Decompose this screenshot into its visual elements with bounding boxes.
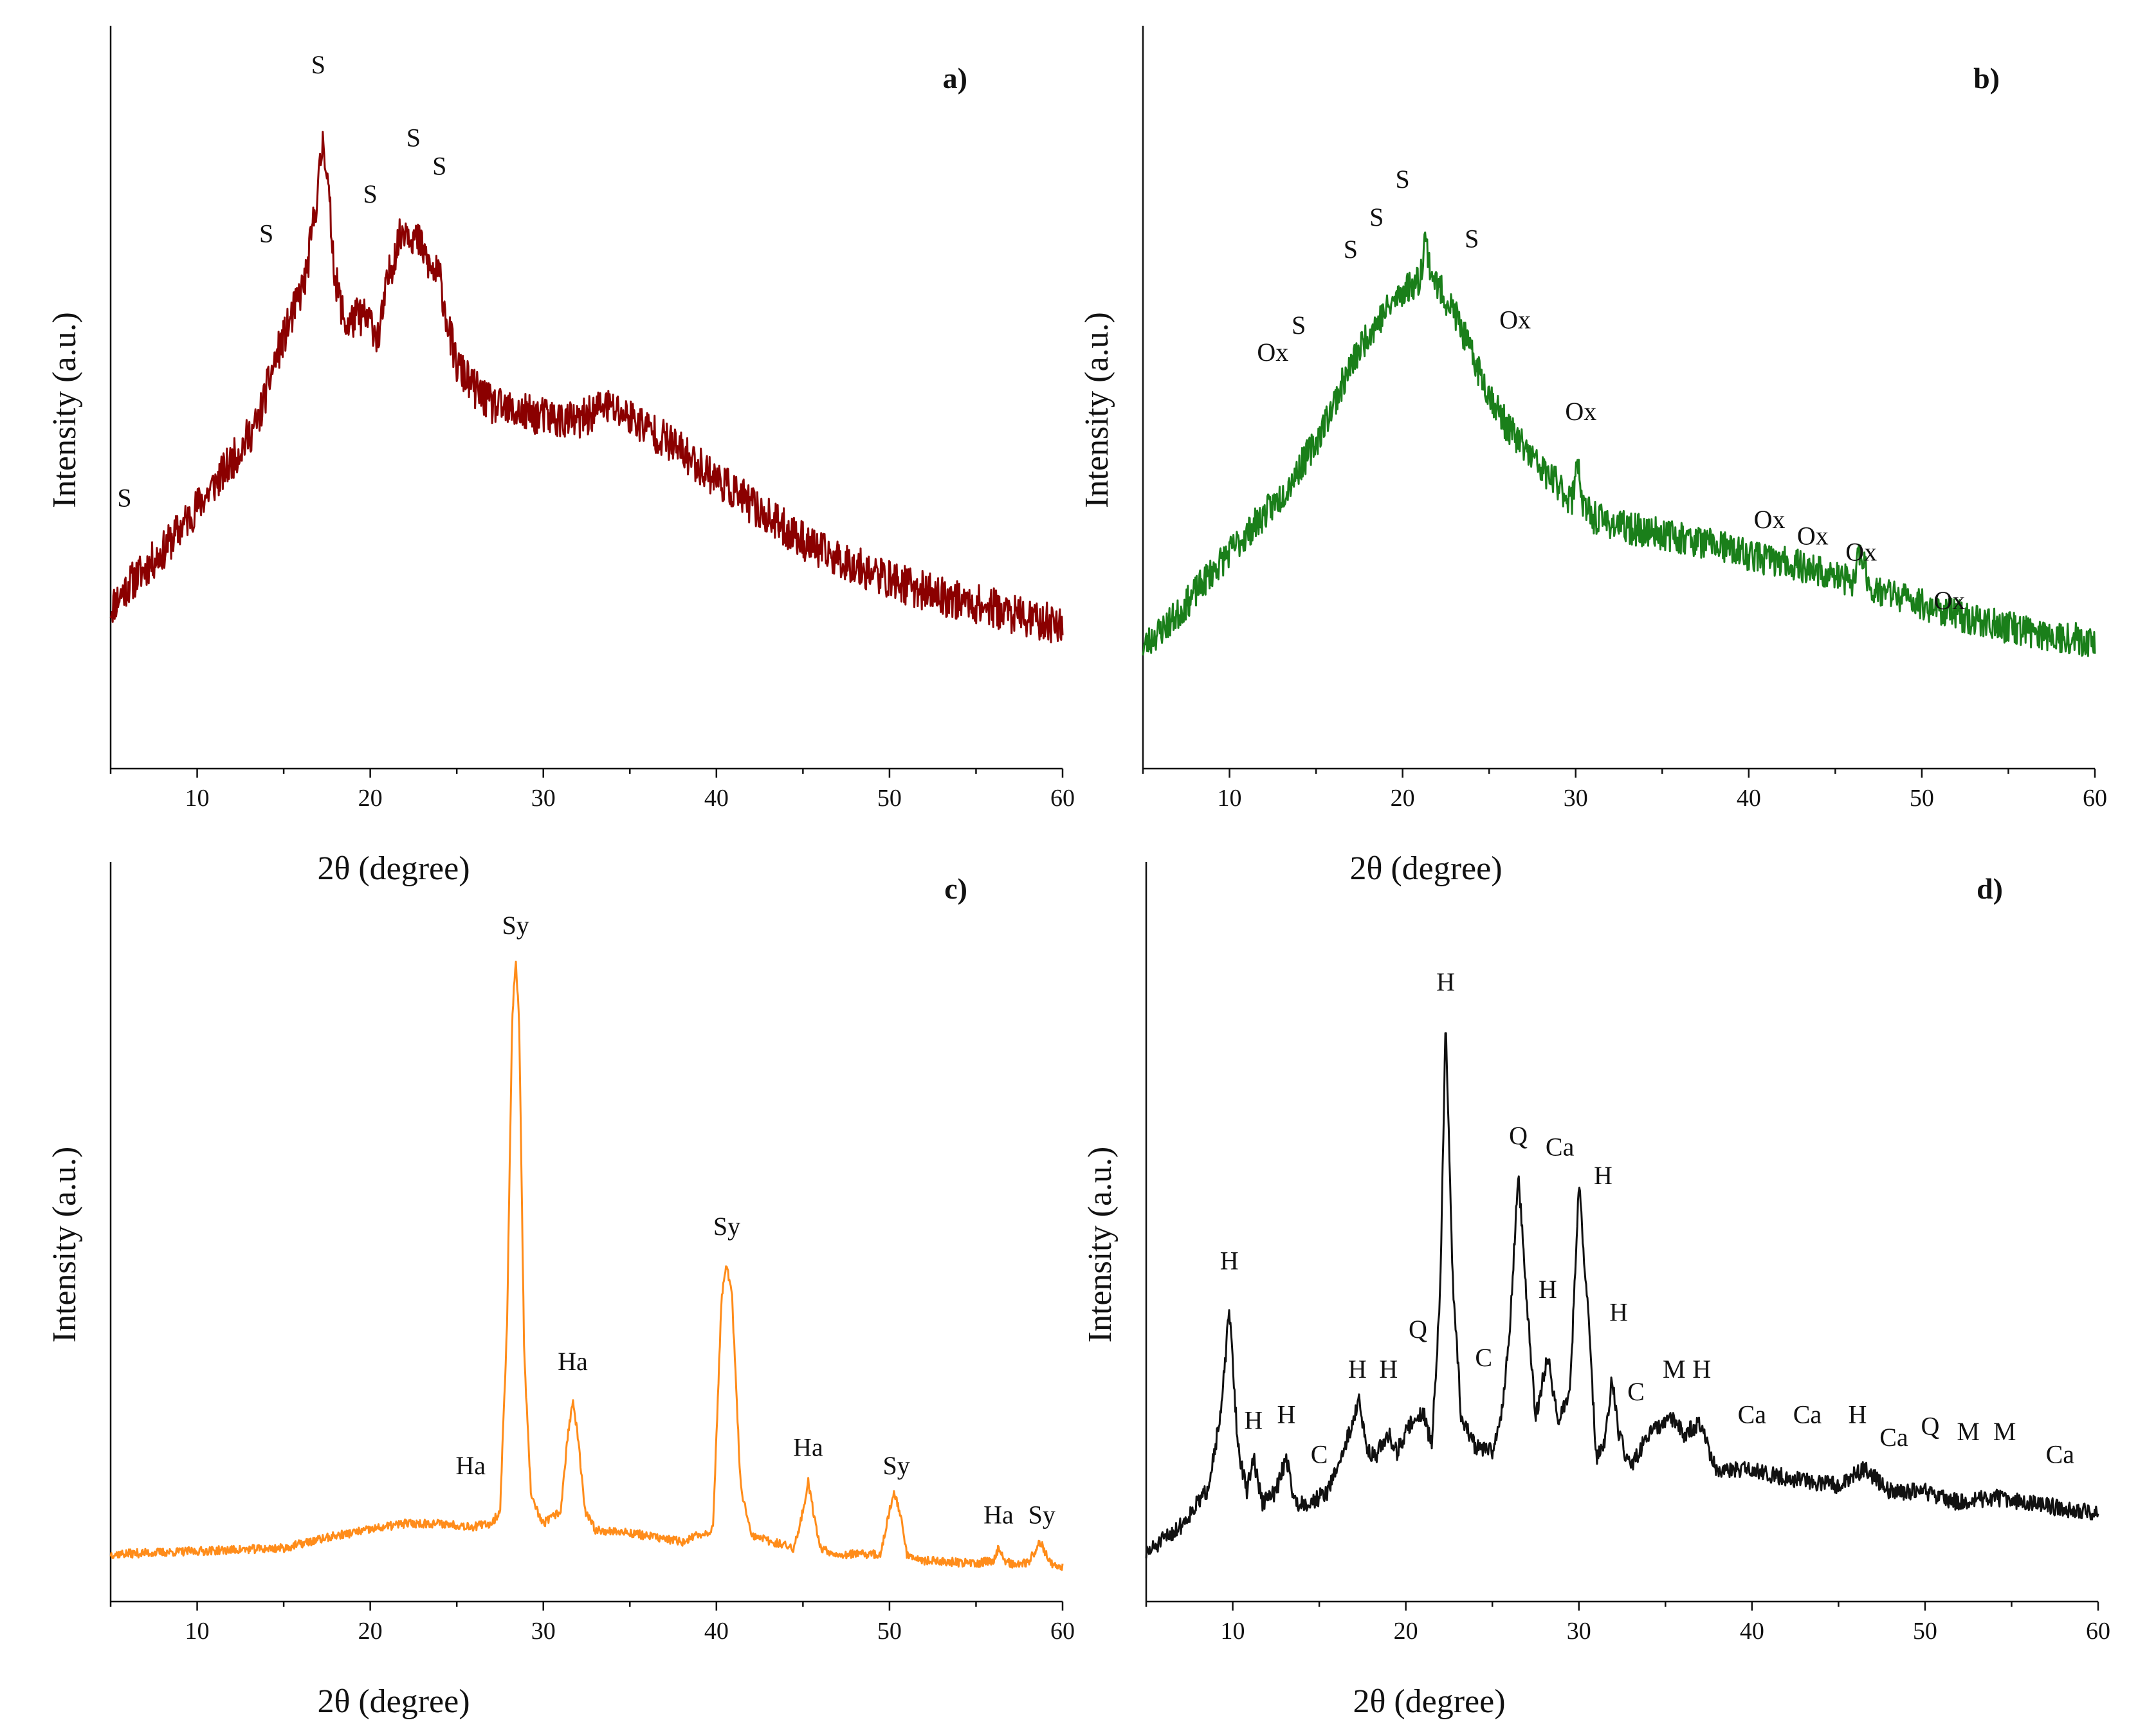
- peak-label: S: [1292, 311, 1306, 340]
- peak-label: H: [1692, 1355, 1711, 1384]
- peak-label: Ca: [2046, 1440, 2075, 1469]
- peak-label: Ha: [455, 1451, 486, 1480]
- peak-label: S: [259, 219, 273, 248]
- peak-label: C: [1627, 1377, 1645, 1406]
- peak-label: Ca: [1879, 1423, 1908, 1452]
- x-tick-label: 60: [2086, 1618, 2110, 1645]
- peak-label: Ox: [1565, 397, 1596, 426]
- x-axis-title: 2θ (degree): [1349, 850, 1502, 887]
- x-tick-label: 40: [704, 785, 729, 812]
- y-axis-title: Intensity (a.u.): [46, 1147, 83, 1343]
- x-axis-title: 2θ (degree): [1353, 1683, 1505, 1720]
- x-tick-label: 50: [1913, 1618, 1937, 1645]
- y-axis-title: Intensity (a.u.): [1079, 312, 1115, 508]
- x-tick-label: 10: [185, 1618, 210, 1645]
- peak-label: C: [1311, 1440, 1328, 1469]
- panel-a: 10 20 30 40 50 60 2θ (degree) Intensity (a.u.) a…: [46, 26, 1075, 887]
- x-tick-label: 40: [1740, 1618, 1764, 1645]
- panel-label: c): [944, 872, 967, 905]
- peak-label: H: [1436, 967, 1455, 996]
- peak-label: S: [1344, 235, 1358, 264]
- peak-label: Ha: [558, 1347, 588, 1376]
- peak-label: S: [117, 484, 131, 513]
- series-b-line: [1142, 231, 2096, 657]
- peak-label: H: [1277, 1400, 1296, 1429]
- panel-label: a): [943, 62, 967, 95]
- peak-label: H: [1539, 1275, 1557, 1304]
- peak-label: S: [1396, 165, 1410, 194]
- peak-label: M: [1957, 1417, 1980, 1446]
- peak-label: H: [1849, 1400, 1867, 1429]
- peak-label: Ox: [1754, 505, 1786, 534]
- peak-label: Sy: [1028, 1501, 1055, 1530]
- x-tick-label: 40: [1737, 785, 1761, 812]
- x-tick-label: 30: [531, 785, 556, 812]
- peak-label: H: [1609, 1297, 1628, 1326]
- y-axis-title: Intensity (a.u.): [1082, 1147, 1119, 1343]
- peak-label: M: [1663, 1355, 1686, 1384]
- x-tick-label: 60: [1050, 785, 1075, 812]
- x-tick-label: 50: [877, 1618, 902, 1645]
- x-tick-label: 20: [1391, 785, 1415, 812]
- peak-label: Q: [1509, 1121, 1528, 1150]
- x-tick-label: 20: [358, 1618, 383, 1645]
- peak-label: Ox: [1934, 586, 1966, 615]
- peak-label: Ox: [1499, 305, 1531, 334]
- peak-label: Ox: [1797, 521, 1829, 550]
- peak-label: H: [1594, 1161, 1613, 1190]
- peak-label: Sy: [883, 1451, 910, 1480]
- x-axis-title: 2θ (degree): [317, 850, 470, 887]
- peak-label: S: [1465, 224, 1479, 253]
- peak-label: Ca: [1546, 1133, 1575, 1162]
- series-a-line: [109, 131, 1064, 644]
- panel-label: b): [1973, 62, 2000, 95]
- series-c-line: [109, 960, 1064, 1571]
- x-tick-label: 40: [704, 1618, 729, 1645]
- peak-label: H: [1379, 1355, 1398, 1384]
- x-tick-label: 20: [1394, 1618, 1418, 1645]
- x-tick-label: 20: [358, 785, 383, 812]
- x-tick-label: 50: [877, 785, 902, 812]
- x-tick-label: 50: [1910, 785, 1934, 812]
- x-axis-title: 2θ (degree): [317, 1683, 470, 1720]
- x-tick-label: 10: [1221, 1618, 1245, 1645]
- peak-label: Sy: [502, 911, 529, 940]
- peak-label: H: [1220, 1247, 1239, 1275]
- x-tick-label: 60: [2083, 785, 2107, 812]
- x-tick-label: 30: [1567, 1618, 1591, 1645]
- peak-label: S: [363, 179, 378, 208]
- x-tick-label: 60: [1050, 1618, 1075, 1645]
- panel-d: 10 20 30 40 50 60 2θ (degree) Intensity (a.u.) d…: [1082, 862, 2110, 1720]
- series-d-line: [1145, 1032, 2099, 1558]
- peak-label: Ha: [793, 1433, 823, 1462]
- peak-label: Sy: [713, 1212, 740, 1241]
- peak-label: S: [432, 151, 446, 180]
- peak-label: Ox: [1257, 338, 1288, 367]
- peak-label: Q: [1921, 1411, 1940, 1440]
- peak-label: S: [407, 123, 421, 152]
- peak-label: Ca: [1738, 1400, 1767, 1429]
- y-axis-title: Intensity (a.u.): [46, 312, 83, 508]
- panel-b: 10 20 30 40 50 60 2θ (degree) Intensity (a.u.) b…: [1079, 26, 2107, 887]
- x-tick-label: 10: [1218, 785, 1242, 812]
- peak-label: C: [1475, 1343, 1492, 1372]
- peak-label: H: [1348, 1355, 1367, 1384]
- peak-label: H: [1244, 1405, 1263, 1434]
- peak-label: Ha: [983, 1501, 1014, 1530]
- peak-label: Q: [1409, 1315, 1427, 1344]
- x-tick-label: 30: [531, 1618, 556, 1645]
- peak-label: S: [311, 50, 325, 79]
- panel-c: 10 20 30 40 50 60 2θ (degree) Intensity (a.u.) c…: [46, 862, 1075, 1720]
- x-tick-label: 30: [1564, 785, 1588, 812]
- panel-label: d): [1977, 872, 2003, 905]
- peak-label: M: [1993, 1417, 2016, 1446]
- peak-label: Ca: [1793, 1400, 1822, 1429]
- peak-label: Ox: [1845, 538, 1877, 567]
- x-tick-label: 10: [185, 785, 210, 812]
- peak-label: S: [1369, 203, 1384, 232]
